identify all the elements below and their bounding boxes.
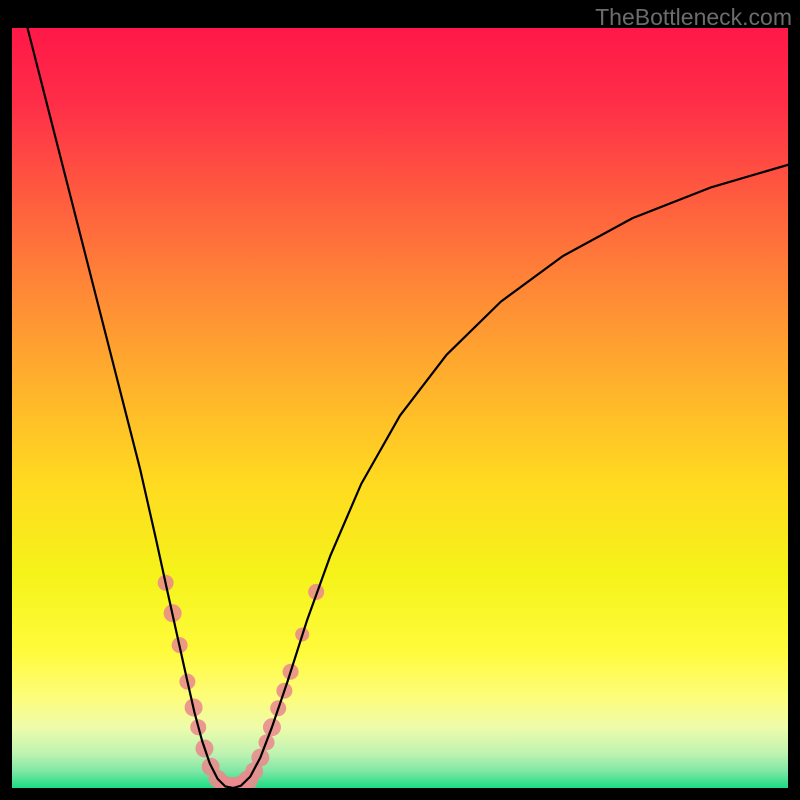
plot-area xyxy=(12,28,788,788)
watermark-text: TheBottleneck.com xyxy=(595,4,792,31)
gradient-background xyxy=(12,28,788,788)
